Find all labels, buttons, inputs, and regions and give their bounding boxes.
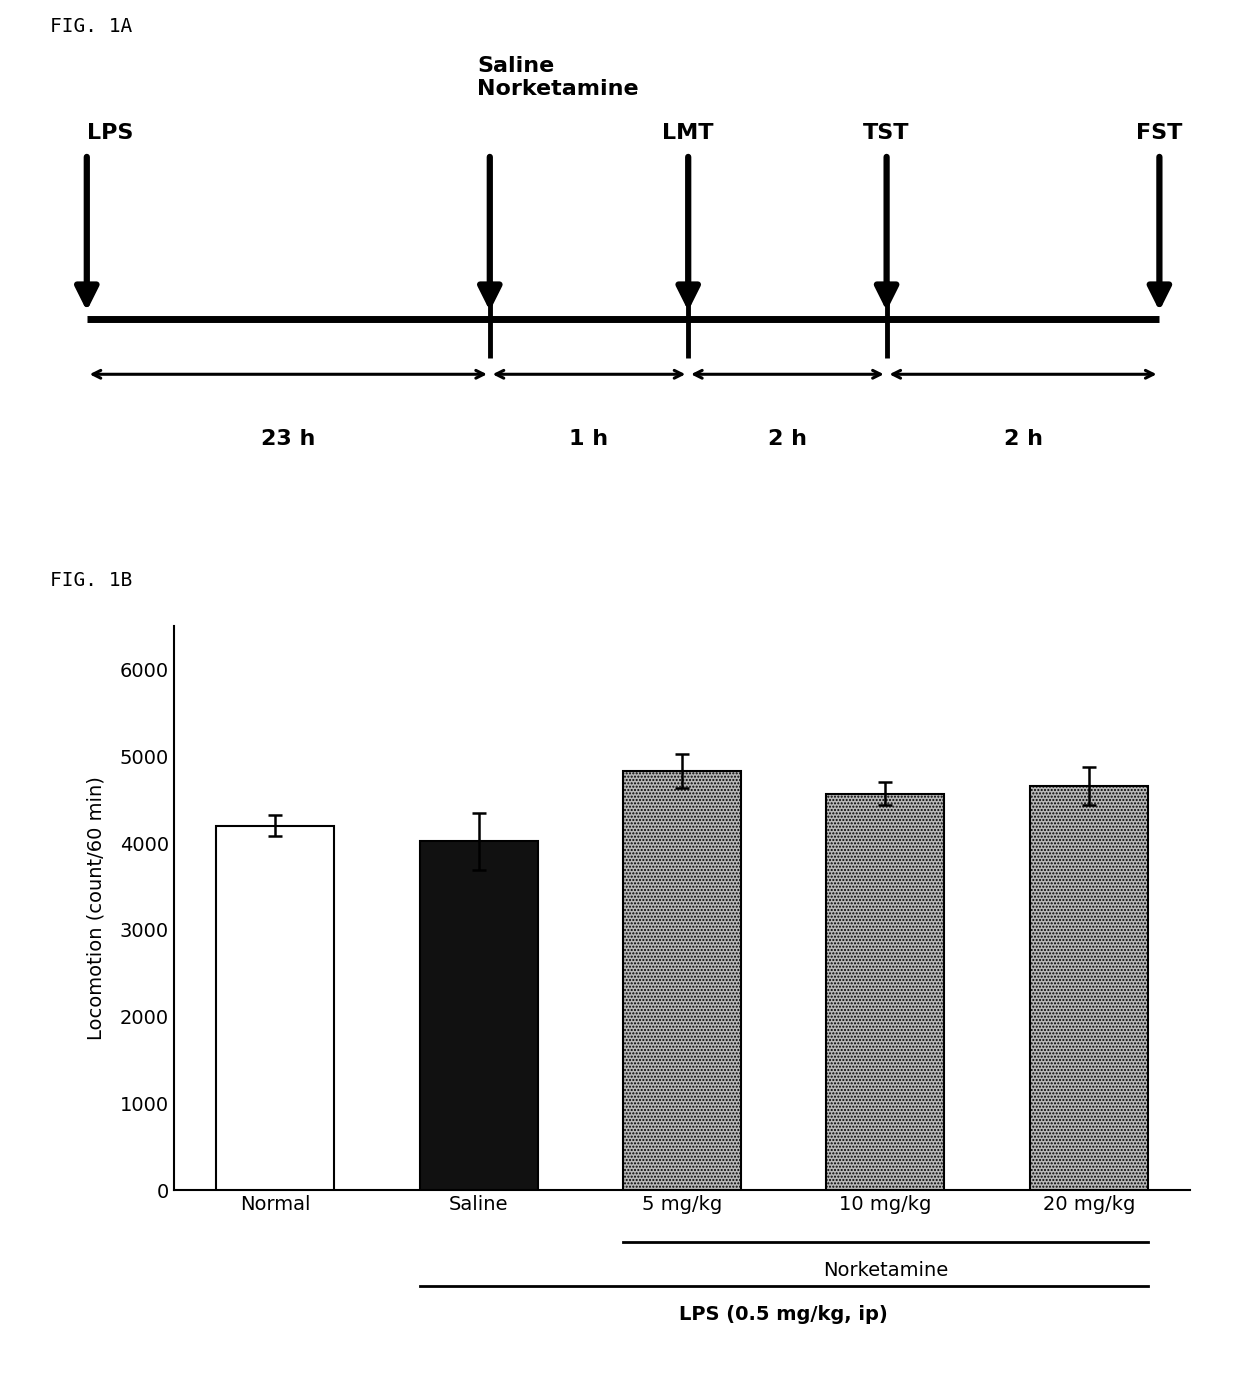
Text: FIG. 1B: FIG. 1B <box>50 571 131 590</box>
Text: FIG. 1A: FIG. 1A <box>50 17 131 36</box>
Text: LPS (0.5 mg/kg, ip): LPS (0.5 mg/kg, ip) <box>680 1304 888 1324</box>
Text: 1 h: 1 h <box>569 429 609 450</box>
Text: 23 h: 23 h <box>262 429 315 450</box>
Bar <box>419 841 538 1190</box>
Bar <box>216 826 335 1190</box>
Text: LPS: LPS <box>87 122 133 143</box>
Text: LMT: LMT <box>662 122 714 143</box>
Bar <box>1029 786 1148 1190</box>
Text: FST: FST <box>1136 122 1183 143</box>
Text: Norketamine: Norketamine <box>822 1262 949 1281</box>
Text: 2 h: 2 h <box>768 429 807 450</box>
Text: TST: TST <box>863 122 910 143</box>
Bar <box>826 794 945 1190</box>
Text: Saline
Norketamine: Saline Norketamine <box>477 56 639 99</box>
Text: 2 h: 2 h <box>1003 429 1043 450</box>
Bar <box>622 771 742 1190</box>
Y-axis label: Locomotion (count/60 min): Locomotion (count/60 min) <box>87 776 105 1040</box>
